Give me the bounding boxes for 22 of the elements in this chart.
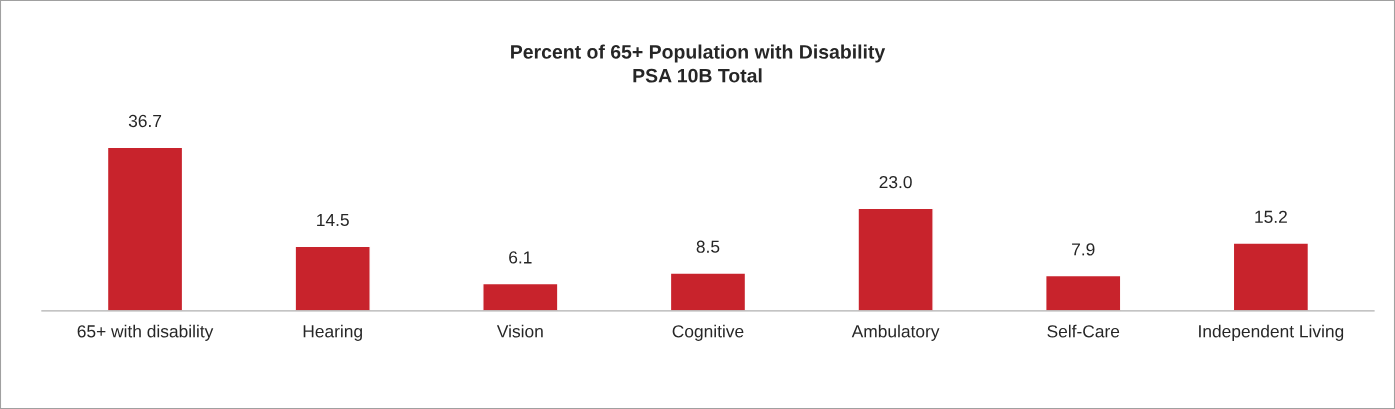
bar [482, 282, 559, 311]
x-tick-label: Vision [496, 324, 543, 338]
bar [1232, 242, 1310, 311]
bar [294, 245, 371, 311]
x-tick-label: Self-Care [1047, 324, 1120, 338]
x-tick-label: Ambulatory [851, 324, 940, 341]
data-label: 23.0 [879, 175, 912, 189]
data-label: 6.1 [509, 251, 532, 264]
x-tick-label: Independent Living [1199, 324, 1344, 341]
data-label: 14.5 [317, 213, 349, 227]
bar [669, 272, 747, 311]
bar [857, 207, 934, 311]
bar [106, 146, 184, 311]
data-label: 15.2 [1255, 210, 1287, 223]
chart-title: Percent of 65+ Population with Disability PSA 10B Total [511, 44, 886, 83]
bar [1045, 274, 1122, 311]
data-label: 36.7 [128, 114, 162, 128]
data-label: 7.9 [1072, 243, 1095, 256]
x-tick-label: Hearing [303, 324, 362, 341]
x-tick-label: Cognitive [672, 324, 744, 341]
x-tick-label: 65+ with disability [77, 324, 214, 341]
data-label: 8.5 [696, 240, 720, 253]
